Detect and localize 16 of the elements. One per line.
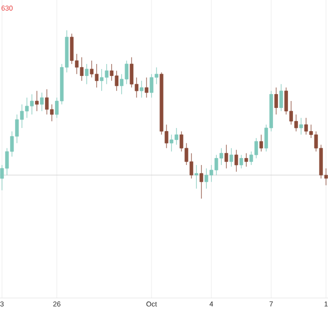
candlestick <box>279 84 283 112</box>
candlestick <box>140 80 144 98</box>
candlestick <box>40 92 44 112</box>
candlestick <box>84 64 89 84</box>
candlestick <box>299 118 303 135</box>
candlestick <box>35 90 39 112</box>
candlestick <box>200 164 204 199</box>
candlestick <box>230 148 234 167</box>
candlestick <box>194 164 198 189</box>
candlestick <box>234 150 238 172</box>
candlestick <box>259 134 263 152</box>
candlestick <box>274 87 278 115</box>
candlestick <box>244 152 248 167</box>
candlestick <box>144 77 148 98</box>
candlestick <box>239 154 244 169</box>
candlestick <box>224 144 228 169</box>
